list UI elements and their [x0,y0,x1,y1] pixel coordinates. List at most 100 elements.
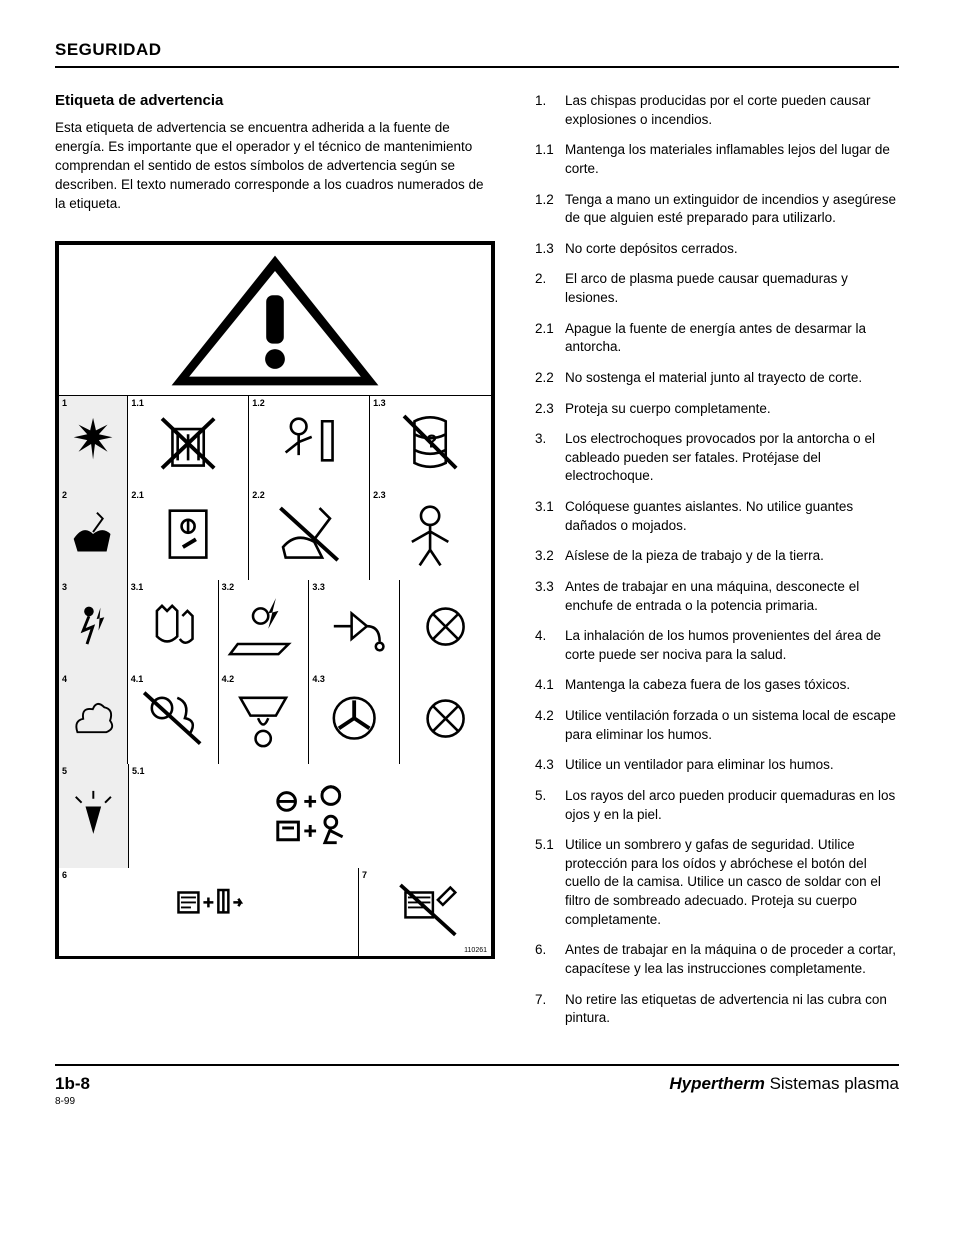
list-item-num: 2. [535,270,565,307]
page-header: SEGURIDAD [55,40,899,68]
label-cell: 7110261 [359,868,491,956]
label-row: 67110261 [59,867,491,955]
label-cell: 2.3 [370,488,491,580]
cell-illustration [219,672,309,764]
list-item: 3.3Antes de trabajar en una máquina, des… [535,578,899,615]
cell-illustration [59,580,127,672]
page-date: 8-99 [55,1096,90,1107]
label-cell: 4.1 [128,672,219,764]
list-item-num: 1.2 [535,191,565,228]
section-subhead: Etiqueta de advertencia [55,92,495,109]
label-cell: 3.3 [309,580,400,672]
list-item-num: 2.1 [535,320,565,357]
list-item-num: 1.3 [535,240,565,259]
list-item-num: 1.1 [535,141,565,178]
cell-illustration [400,672,491,764]
label-cell: 5 [59,764,129,868]
label-row: 55.1 [59,763,491,867]
label-row: 33.13.23.3 [59,579,491,671]
list-item-text: No sostenga el material junto al trayect… [565,369,899,388]
list-item-text: Las chispas producidas por el corte pued… [565,92,899,129]
label-cell: 1.3? [370,396,491,488]
list-item-text: Mantenga los materiales inflamables lejo… [565,141,899,178]
list-item: 4.La inhalación de los humos proveniente… [535,627,899,664]
list-item: 4.2Utilice ventilación forzada o un sist… [535,707,899,744]
page-number: 1b-8 [55,1074,90,1094]
list-item-text: Los electrochoques provocados por la ant… [565,430,899,486]
footer-product: Sistemas plasma [770,1074,899,1093]
cell-illustration [309,672,399,764]
list-item: 6.Antes de trabajar en la máquina o de p… [535,941,899,978]
list-item: 3.Los electrochoques provocados por la a… [535,430,899,486]
label-cell: 2.1 [128,488,249,580]
list-item: 7.No retire las etiquetas de advertencia… [535,991,899,1028]
label-cell: 1.2 [249,396,370,488]
list-item-text: Utilice ventilación forzada o un sistema… [565,707,899,744]
list-item-num: 4. [535,627,565,664]
svg-text:?: ? [427,431,438,452]
list-item-num: 2.2 [535,369,565,388]
label-cell: 1.1 [128,396,249,488]
list-item-num: 3.1 [535,498,565,535]
list-item-num: 5. [535,787,565,824]
list-item: 4.3Utilice un ventilador para eliminar l… [535,756,899,775]
cell-illustration: ? [370,396,491,488]
cell-illustration [59,396,127,488]
list-item-text: Mantenga la cabeza fuera de los gases tó… [565,676,899,695]
label-row: 44.14.24.3 [59,671,491,763]
list-item-text: Apague la fuente de energía antes de des… [565,320,899,357]
cell-illustration [370,488,491,580]
warning-banner [59,245,491,395]
label-cell: 5.1 [129,764,491,868]
label-cell: 6 [59,868,359,956]
cell-illustration [128,580,218,672]
list-item-num: 1. [535,92,565,129]
list-item: 3.1Colóquese guantes aislantes. No utili… [535,498,899,535]
cell-illustration [249,396,369,488]
list-item-num: 4.2 [535,707,565,744]
list-item-num: 2.3 [535,400,565,419]
label-row: 22.12.22.3 [59,487,491,579]
footer-left: 1b-8 8-99 [55,1074,90,1107]
list-item: 2.1Apague la fuente de energía antes de … [535,320,899,357]
cell-illustration [359,868,491,956]
list-item: 4.1Mantenga la cabeza fuera de los gases… [535,676,899,695]
list-item: 2.2No sostenga el material junto al tray… [535,369,899,388]
list-item: 5.1Utilice un sombrero y gafas de seguri… [535,836,899,929]
list-item-text: Tenga a mano un extinguidor de incendios… [565,191,899,228]
list-item-text: Los rayos del arco pueden producir quema… [565,787,899,824]
footer-brand: Hypertherm [669,1074,764,1093]
label-cell: 1 [59,396,128,488]
label-row: 11.11.21.3? [59,395,491,487]
list-item-text: Utilice un ventilador para eliminar los … [565,756,899,775]
left-column: Etiqueta de advertencia Esta etiqueta de… [55,92,495,959]
cell-illustration [59,764,128,868]
label-cell: 2.2 [249,488,370,580]
label-grid: 11.11.21.3?22.12.22.333.13.23.344.14.24.… [59,395,491,955]
content-area: Etiqueta de advertencia Esta etiqueta de… [55,92,899,1040]
list-item: 3.2Aíslese de la pieza de trabajo y de l… [535,547,899,566]
list-item-num: 3.3 [535,578,565,615]
footer-right: Hypertherm Sistemas plasma [669,1074,899,1094]
label-cell [400,580,491,672]
page-title: SEGURIDAD [55,40,899,60]
list-item-num: 3. [535,430,565,486]
list-item-text: Aíslese de la pieza de trabajo y de la t… [565,547,899,566]
label-cell: 4 [59,672,128,764]
cell-illustration [59,488,127,580]
list-item-num: 5.1 [535,836,565,929]
cell-illustration [128,488,248,580]
label-partno: 110261 [464,947,487,954]
cell-illustration [249,488,369,580]
label-cell: 4.2 [219,672,310,764]
label-cell: 3.1 [128,580,219,672]
cell-illustration [128,396,248,488]
cell-illustration [129,764,491,868]
list-item-text: La inhalación de los humos provenientes … [565,627,899,664]
cell-illustration [59,868,358,956]
list-item-num: 6. [535,941,565,978]
cell-illustration [128,672,218,764]
list-item-num: 3.2 [535,547,565,566]
label-cell: 3 [59,580,128,672]
cell-illustration [309,580,399,672]
